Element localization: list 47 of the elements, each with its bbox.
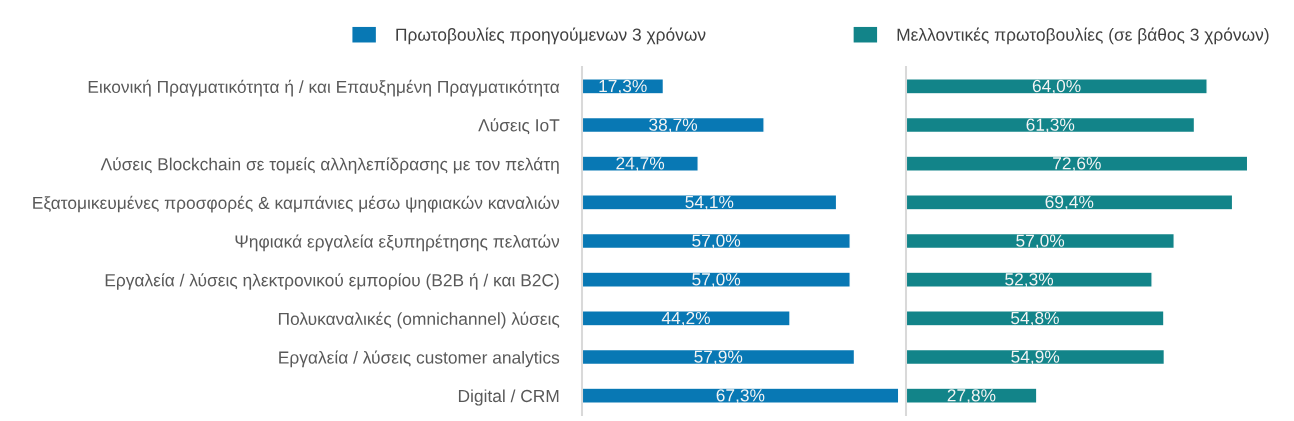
data-label: 54,9%	[1011, 350, 1060, 365]
data-label: 54,1%	[685, 195, 734, 211]
bar	[582, 232, 851, 250]
bar	[906, 348, 1166, 366]
data-label: 27,8%	[947, 389, 996, 404]
data-label: 69,4%	[1045, 195, 1094, 211]
data-label: 38,7%	[649, 118, 698, 133]
y-tick-label: Digital / CRM	[458, 389, 559, 406]
bar	[906, 155, 1249, 172]
data-label: 61,3%	[1026, 118, 1075, 133]
bar	[906, 78, 1208, 95]
data-label: 54,8%	[1011, 311, 1059, 327]
data-label: 72,6%	[1053, 157, 1101, 172]
bar	[582, 387, 900, 404]
bar	[906, 271, 1153, 288]
data-label: 17,3%	[599, 79, 647, 95]
bar	[906, 387, 1038, 404]
y-tick-label: Εικονική Πραγματικότητα ή / και Επαυξημένη Πραγματικότητα	[88, 79, 560, 97]
bar	[906, 232, 1175, 250]
y-tick-label: Εργαλεία / λύσεις ηλεκτρονικού εμπορίου (B2B ή / και B2C)	[105, 273, 559, 290]
data-label: 57,9%	[694, 350, 743, 365]
bar	[582, 155, 699, 172]
bar	[906, 194, 1234, 211]
bar	[582, 194, 838, 211]
y-tick-label: Λύσεις Blockchain σε τομείς αλληλεπίδρασης με τον πελάτη	[100, 157, 559, 174]
legend-label: Μελλοντικές πρωτοβουλίες (σε βάθος 3 χρόνων)	[897, 27, 1269, 45]
bar	[582, 310, 791, 327]
data-label: 24,7%	[616, 157, 665, 172]
bar	[582, 271, 851, 288]
y-tick-label: Εργαλεία / λύσεις customer analytics	[279, 350, 560, 368]
bar	[906, 310, 1165, 327]
data-label: 64,0%	[1032, 79, 1081, 95]
data-label: 57,0%	[1016, 234, 1065, 249]
data-label: 67,3%	[716, 389, 765, 404]
bar	[582, 348, 856, 366]
data-label: 52,3%	[1005, 273, 1054, 288]
legend-label: Πρωτοβουλίες προηγούμενων 3 χρόνων	[396, 27, 706, 45]
bar	[582, 116, 765, 134]
data-label: 57,0%	[692, 273, 741, 288]
bar	[582, 78, 665, 95]
y-tick-label: Πολυκαναλικές (omnichannel) λύσεις	[278, 311, 560, 329]
data-label: 57,0%	[692, 234, 741, 249]
data-label: 44,2%	[661, 311, 711, 327]
bar	[906, 116, 1196, 134]
y-tick-label: Ψηφιακά εργαλεία εξυπηρέτησης πελατών	[235, 234, 560, 252]
y-tick-label: Λύσεις IoT	[478, 118, 560, 135]
y-tick-label: Εξατομικευμένες προσφορές & καμπάνιες μέσω ψηφιακών καναλιών	[33, 195, 560, 213]
